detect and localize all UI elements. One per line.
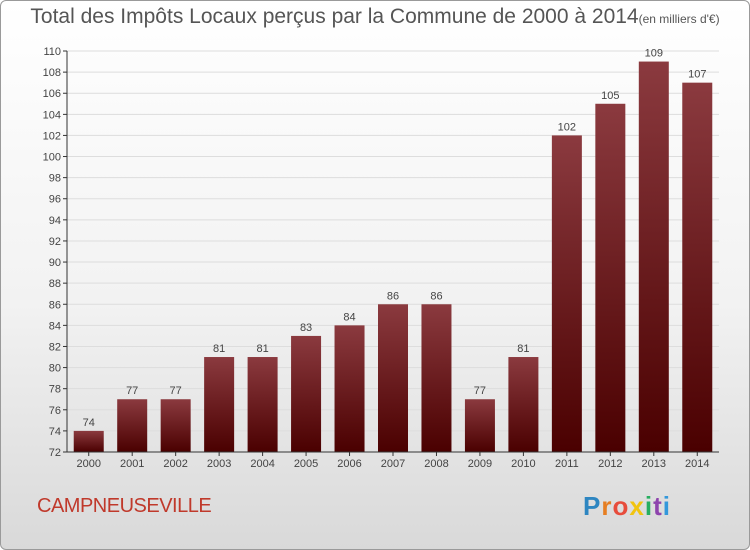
bar [551, 135, 582, 452]
bar [247, 357, 278, 452]
bar [638, 61, 669, 452]
y-tick-label: 102 [43, 130, 61, 142]
logo-letter: t [653, 491, 663, 521]
y-tick-label: 106 [43, 88, 61, 100]
x-tick-label: 2002 [163, 458, 187, 470]
x-tick-label: 2012 [598, 458, 622, 470]
y-tick-label: 80 [49, 363, 61, 375]
logo-letter: x [629, 491, 645, 521]
chart-title-unit: (en milliers d'€) [638, 12, 720, 26]
data-label: 81 [517, 343, 529, 355]
data-label: 86 [430, 290, 442, 302]
bar [682, 82, 713, 452]
data-label: 83 [300, 322, 312, 334]
x-tick-label: 2006 [337, 458, 361, 470]
chart-title-text: Total des Impôts Locaux perçus par la Co… [30, 5, 639, 28]
data-label: 81 [213, 343, 225, 355]
commune-name: CAMPNEUSEVILLE [37, 495, 212, 517]
proxiti-logo: Proxiti [583, 491, 671, 522]
chart-title: Total des Impôts Locaux perçus par la Co… [1, 5, 749, 29]
y-tick-label: 90 [49, 257, 61, 269]
data-label: 74 [83, 417, 95, 429]
y-tick-label: 110 [43, 46, 61, 58]
data-label: 105 [601, 90, 619, 102]
y-tick-label: 72 [49, 447, 61, 459]
bar [291, 335, 322, 452]
logo-letter: P [583, 491, 602, 521]
y-tick-label: 86 [49, 299, 61, 311]
x-tick-label: 2003 [207, 458, 231, 470]
x-tick-label: 2014 [685, 458, 709, 470]
data-label: 84 [343, 311, 355, 323]
x-tick-label: 2009 [468, 458, 492, 470]
axis-layer: 72 74 76 78 80 82 84 86 88 90 92 94 96 98 100 102 104 106… [43, 46, 719, 470]
x-tick-label: 2010 [511, 458, 535, 470]
bar [508, 357, 539, 452]
y-tick-label: 98 [49, 173, 61, 185]
bar [204, 357, 235, 452]
x-tick-label: 2011 [555, 458, 579, 470]
y-tick-label: 88 [49, 278, 61, 290]
logo-letter: i [662, 491, 671, 521]
y-tick-label: 100 [43, 152, 61, 164]
y-tick-label: 108 [43, 67, 61, 79]
x-tick-label: 2005 [294, 458, 318, 470]
x-tick-label: 2000 [76, 458, 100, 470]
logo-letter: o [612, 491, 630, 521]
x-tick-label: 2008 [424, 458, 448, 470]
bar [73, 430, 104, 452]
data-label: 77 [126, 385, 138, 397]
x-tick-label: 2004 [250, 458, 274, 470]
data-label: 77 [474, 385, 486, 397]
x-tick-label: 2013 [642, 458, 666, 470]
data-label: 109 [645, 48, 663, 60]
bar [378, 304, 408, 452]
data-label: 81 [256, 343, 268, 355]
bar [334, 325, 365, 452]
data-label: 86 [387, 290, 399, 302]
x-tick-label: 2007 [381, 458, 405, 470]
y-tick-label: 104 [43, 109, 61, 121]
y-tick-label: 92 [49, 236, 61, 248]
y-tick-label: 96 [49, 194, 61, 206]
y-tick-label: 94 [49, 215, 61, 227]
logo-letter: i [644, 491, 654, 521]
data-label: 102 [558, 121, 576, 133]
logo-letter: r [601, 491, 613, 521]
bar [595, 103, 626, 453]
bar [464, 399, 495, 452]
x-tick-label: 2001 [120, 458, 144, 470]
bars-layer: 74 77 77 81 81 83 84 86 86 77 81 102 105 109 107 [73, 48, 713, 453]
y-tick-label: 76 [49, 405, 61, 417]
data-label: 77 [170, 385, 182, 397]
y-tick-label: 82 [49, 341, 61, 353]
y-tick-label: 84 [49, 320, 61, 332]
data-label: 107 [688, 69, 706, 81]
bar [160, 399, 191, 452]
bar [421, 304, 452, 452]
y-tick-label: 74 [49, 426, 61, 438]
bar [117, 399, 148, 452]
y-tick-label: 78 [49, 384, 61, 396]
